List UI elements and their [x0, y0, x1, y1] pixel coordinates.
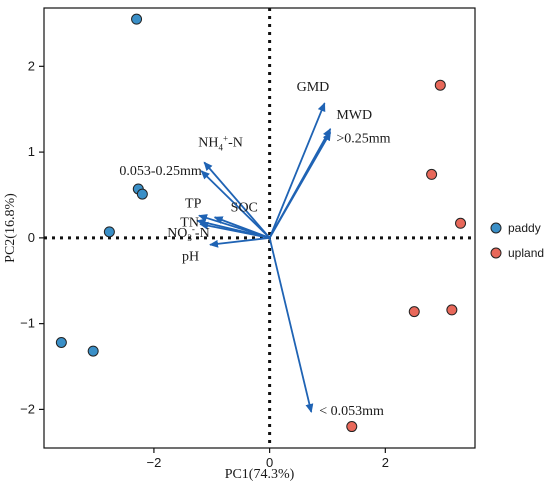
legend-label-upland: upland [508, 246, 544, 260]
loading-vector-0 [268, 102, 326, 239]
upland-point-5 [346, 421, 358, 433]
legend-marker-paddy [490, 222, 502, 234]
upland-point-3 [408, 306, 420, 318]
vector-label-7: TN [180, 216, 199, 231]
vector-label-10: < 0.053mm [319, 404, 384, 419]
axis-ticks: −2 0 2 −2 −1 0 1 2 [20, 58, 389, 470]
plot-frame [43, 7, 476, 449]
loading-vectors: GMD MWD >0.25mm NH4+-N 0.053-0.25mm SOC TP TNNO… [119, 80, 390, 419]
vector-label-2: >0.25mm [336, 131, 390, 146]
paddy-point-2 [136, 188, 148, 200]
vector-label-1: MWD [336, 108, 372, 123]
plot-border [43, 7, 476, 449]
paddy-point-4 [55, 337, 67, 349]
legend-label-paddy: paddy [508, 221, 541, 235]
y-tick-label-1: −1 [20, 316, 35, 331]
reference-lines [44, 8, 475, 448]
vector-label-4: 0.053-0.25mm [119, 164, 202, 179]
legend-marker-upland [490, 247, 502, 259]
upland-point-4 [446, 304, 458, 316]
upland-point-1 [426, 168, 438, 180]
loading-vector-6 [198, 214, 270, 239]
x-axis-title: PC1(74.3%) [225, 467, 295, 482]
y-axis-title: PC2(16.8%) [3, 193, 18, 263]
vector-label-0: GMD [297, 80, 330, 95]
loading-vector-8 [199, 221, 270, 239]
x-tick-label-2: 2 [382, 455, 389, 470]
score-points [55, 13, 467, 433]
vector-label-5: SOC [231, 200, 258, 215]
upland-point-2 [455, 217, 467, 229]
x-tick-label-1: 0 [266, 455, 273, 470]
vector-label-9: pH [182, 250, 199, 265]
paddy-point-5 [87, 345, 99, 357]
loading-vector-2 [268, 131, 332, 239]
x-tick-label-0: −2 [147, 455, 162, 470]
vector-label-6: TP [185, 197, 202, 212]
upland-point-0 [434, 79, 446, 91]
paddy-point-0 [131, 13, 143, 25]
loading-vector-4 [200, 170, 271, 239]
y-tick-label-0: −2 [20, 401, 35, 416]
loading-vector-10 [268, 237, 314, 413]
y-tick-label-4: 2 [28, 58, 35, 73]
y-tick-label-3: 1 [28, 144, 35, 159]
vector-label-8: NO3--N [167, 224, 210, 243]
loading-vector-3 [203, 161, 271, 239]
legend: paddy upland [490, 221, 544, 260]
vector-label-3: NH4+-N [198, 133, 243, 152]
paddy-point-3 [103, 226, 115, 238]
loading-vector-9 [209, 236, 270, 248]
y-tick-label-2: 0 [28, 230, 35, 245]
